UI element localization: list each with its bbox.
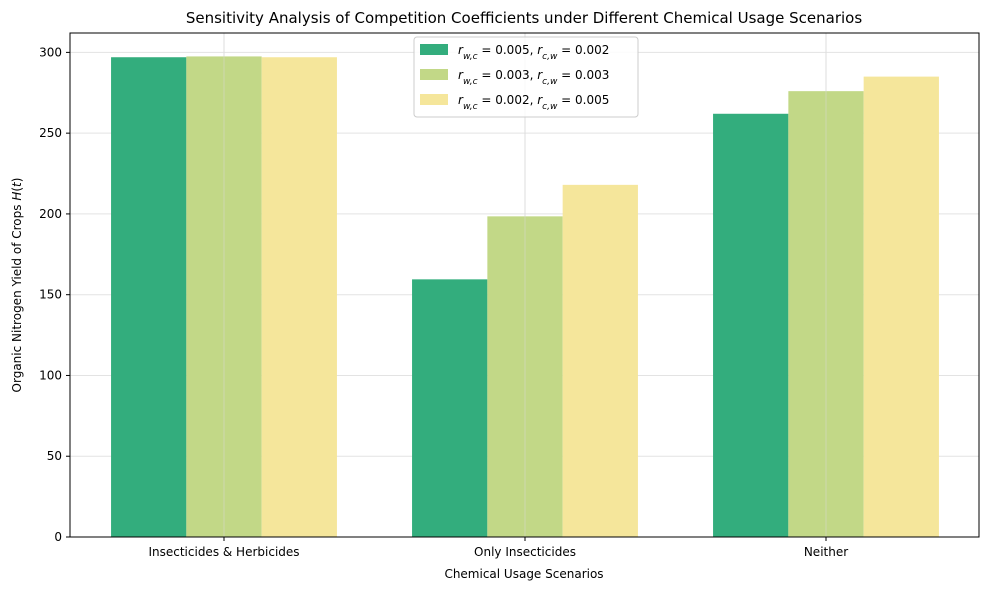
legend-box <box>413 36 639 118</box>
y-tick-label: 50 <box>47 449 62 463</box>
bar <box>863 76 939 537</box>
y-axis-ticks: 0 50 100 150 200 250 300 <box>39 45 70 544</box>
y-axis-label: Organic Nitrogen Yield of Crops H(t) <box>10 178 24 393</box>
legend: rw,c = 0.005, rc,w = 0.002 rw,c = 0.003, … <box>413 36 639 118</box>
y-tick-label: 0 <box>54 530 62 544</box>
y-tick-label: 300 <box>39 45 62 59</box>
legend-label: rw,c = 0.003, rc,w = 0.003 <box>458 68 609 87</box>
bar <box>111 57 187 537</box>
legend-swatch <box>420 69 448 80</box>
legend-label: rw,c = 0.005, rc,w = 0.002 <box>458 43 609 62</box>
legend-swatch <box>420 94 448 105</box>
bars <box>111 33 939 538</box>
y-tick-label: 100 <box>39 368 62 382</box>
y-tick-label: 150 <box>39 288 62 302</box>
bar <box>562 184 638 537</box>
bar <box>412 279 488 537</box>
x-tick-label: Only Insecticides <box>474 545 576 559</box>
legend-label: rw,c = 0.002, rc,w = 0.005 <box>458 93 609 112</box>
x-axis-ticks: Insecticides & Herbicides Only Insecticid… <box>148 537 848 559</box>
bar <box>261 57 337 537</box>
y-tick-label: 250 <box>39 126 62 140</box>
chart-title: Sensitivity Analysis of Competition Coef… <box>186 9 862 27</box>
x-tick-label: Neither <box>804 545 848 559</box>
x-tick-label: Insecticides & Herbicides <box>148 545 299 559</box>
legend-swatch <box>420 44 448 55</box>
x-axis-label: Chemical Usage Scenarios <box>444 567 603 581</box>
y-tick-label: 200 <box>39 207 62 221</box>
bar <box>713 113 789 538</box>
